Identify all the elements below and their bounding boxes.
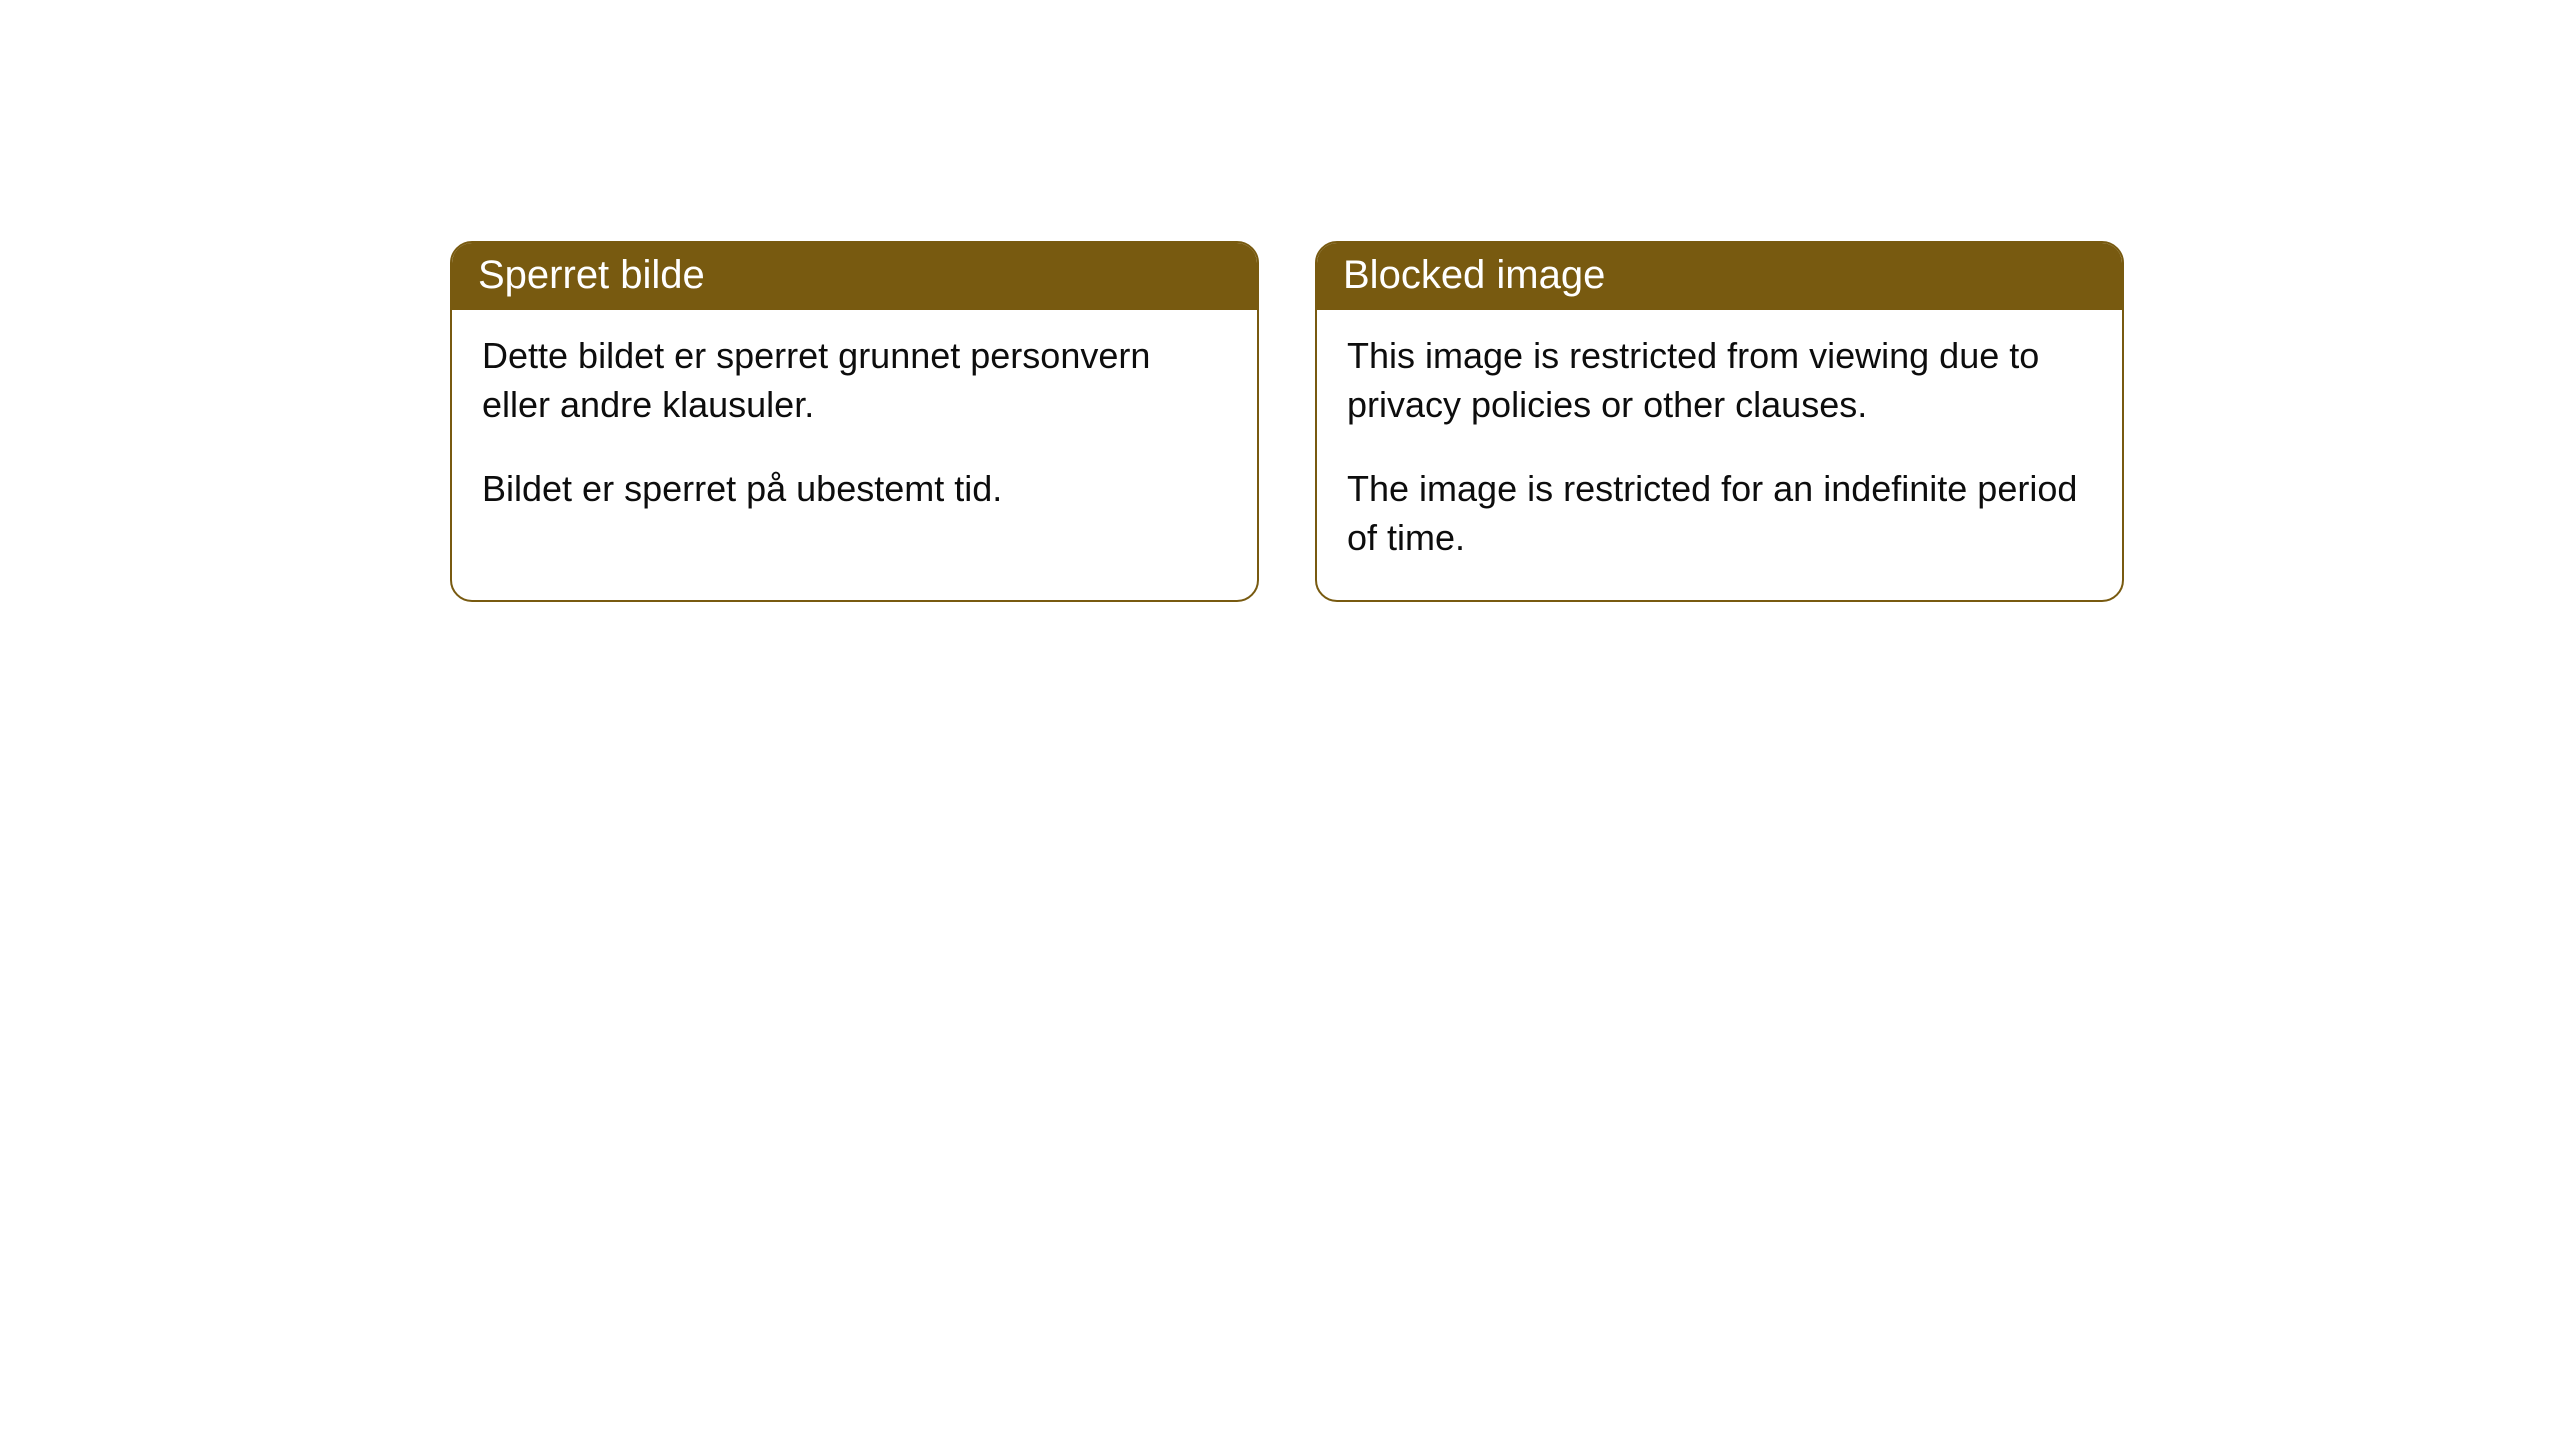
notice-cards-container: Sperret bilde Dette bildet er sperret gr… — [0, 0, 2560, 602]
card-paragraph: The image is restricted for an indefinit… — [1347, 465, 2092, 562]
card-paragraph: Bildet er sperret på ubestemt tid. — [482, 465, 1227, 514]
card-header-norwegian: Sperret bilde — [452, 243, 1257, 310]
blocked-image-card-norwegian: Sperret bilde Dette bildet er sperret gr… — [450, 241, 1259, 602]
card-title: Blocked image — [1343, 253, 1605, 297]
card-header-english: Blocked image — [1317, 243, 2122, 310]
card-paragraph: Dette bildet er sperret grunnet personve… — [482, 332, 1227, 429]
card-body-english: This image is restricted from viewing du… — [1317, 310, 2122, 600]
card-paragraph: This image is restricted from viewing du… — [1347, 332, 2092, 429]
blocked-image-card-english: Blocked image This image is restricted f… — [1315, 241, 2124, 602]
card-body-norwegian: Dette bildet er sperret grunnet personve… — [452, 310, 1257, 552]
card-title: Sperret bilde — [478, 253, 705, 297]
